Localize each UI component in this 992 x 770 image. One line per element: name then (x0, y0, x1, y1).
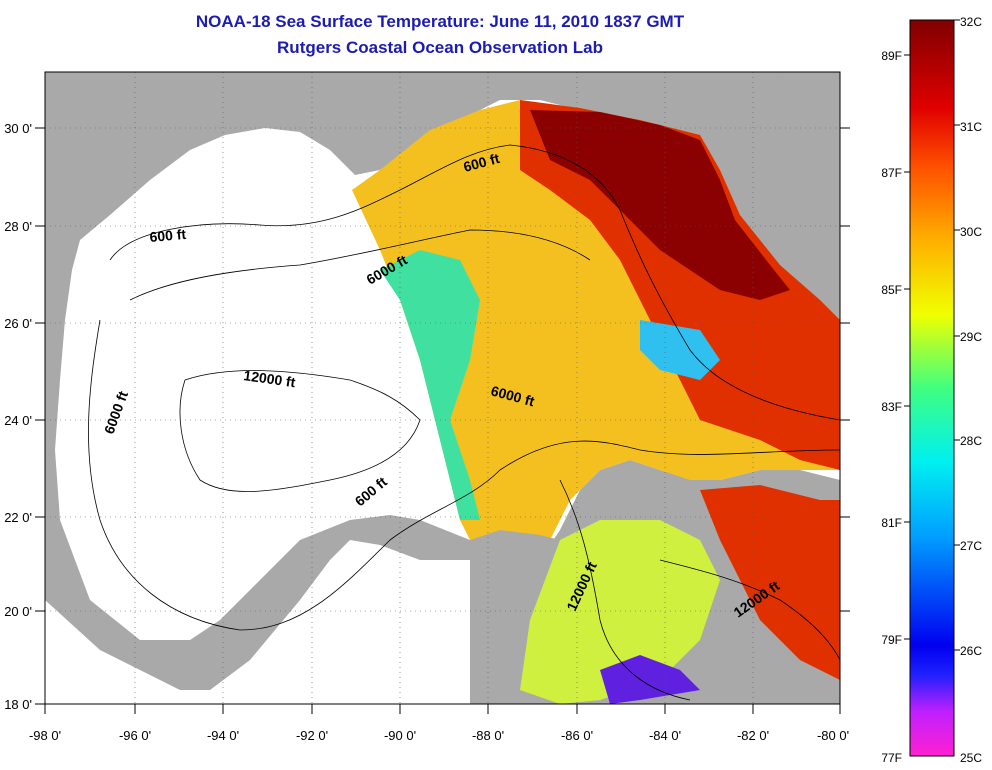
colorbar-label-f: 79F (881, 633, 902, 647)
sst-caribbean-purple (600, 655, 700, 704)
lat-label: 22 0' (4, 510, 32, 525)
colorbar-label-f: 83F (881, 400, 902, 414)
colorbar-label-f: 87F (881, 166, 902, 180)
lon-label: -94 0' (207, 728, 239, 743)
florida-land (700, 72, 840, 320)
lon-label: -90 0' (384, 728, 416, 743)
lon-label: -82 0' (737, 728, 769, 743)
map-area: 600 ft 600 ft 6000 ft 6000 ft 12000 ft 6… (45, 72, 840, 704)
colorbar-label-c: 27C (960, 539, 982, 553)
yucatan-land (470, 530, 560, 704)
contour-label: 600 ft (149, 226, 187, 245)
colorbar-ticks (904, 19, 960, 651)
colorbar (909, 19, 955, 757)
lon-label: -98 0' (29, 728, 61, 743)
lat-label: 20 0' (4, 604, 32, 619)
map-frame (44, 71, 841, 705)
colorbar-label-f: 81F (881, 516, 902, 530)
colorbar-label-c: 30C (960, 225, 982, 239)
sst-hot-zone (530, 110, 790, 300)
lon-label: -86 0' (561, 728, 593, 743)
lat-label: 18 0' (4, 697, 32, 712)
colorbar-label-f: 89F (881, 49, 902, 63)
axis-ticks (35, 127, 850, 714)
colorbar-label-f: 85F (881, 283, 902, 297)
map-title: NOAA-18 Sea Surface Temperature: June 11… (195, 12, 685, 31)
lat-label: 26 0' (4, 316, 32, 331)
lon-label: -80 0' (817, 728, 849, 743)
colorbar-label-c: 28C (960, 434, 982, 448)
colorbar-label-c: 26C (960, 644, 982, 658)
lon-label: -88 0' (472, 728, 504, 743)
lon-label: -84 0' (649, 728, 681, 743)
colorbar-label-c: 32C (960, 15, 982, 29)
graticule (45, 72, 840, 704)
colorbar-label-c: 29C (960, 330, 982, 344)
sst-warm-zone (520, 100, 840, 470)
bathymetry-contours (88, 144, 840, 701)
map-subtitle: Rutgers Coastal Ocean Observation Lab (277, 38, 603, 57)
sst-cool-zone (380, 250, 480, 520)
sst-cyan-zone (640, 320, 720, 380)
sst-caribbean-yellow (520, 520, 720, 704)
colorbar-label-f: 77F (881, 751, 902, 765)
sst-caribbean-warm (700, 485, 840, 680)
lon-label: -96 0' (119, 728, 151, 743)
lat-label: 28 0' (4, 219, 32, 234)
lon-label: -92 0' (296, 728, 328, 743)
colorbar-label-c: 25C (960, 751, 982, 765)
contour-label: 12000 ft (243, 367, 297, 390)
colorbar-label-c: 31C (960, 120, 982, 134)
lat-label: 24 0' (4, 413, 32, 428)
lat-label: 30 0' (4, 121, 32, 136)
